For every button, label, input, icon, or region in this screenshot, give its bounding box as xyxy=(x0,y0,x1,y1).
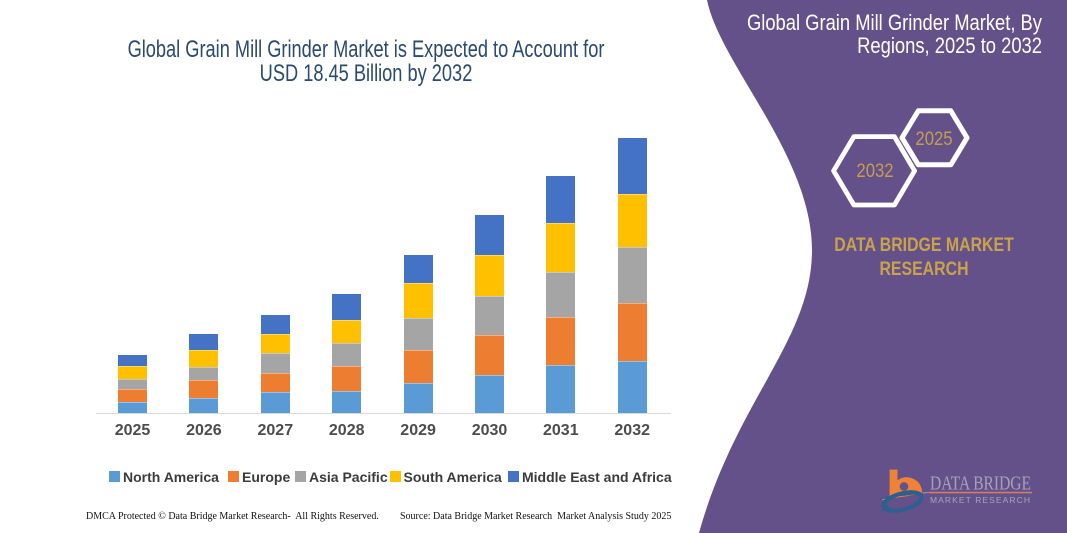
svg-text:MARKET RESEARCH: MARKET RESEARCH xyxy=(930,495,1030,505)
svg-text:DATA BRIDGE: DATA BRIDGE xyxy=(930,473,1031,495)
